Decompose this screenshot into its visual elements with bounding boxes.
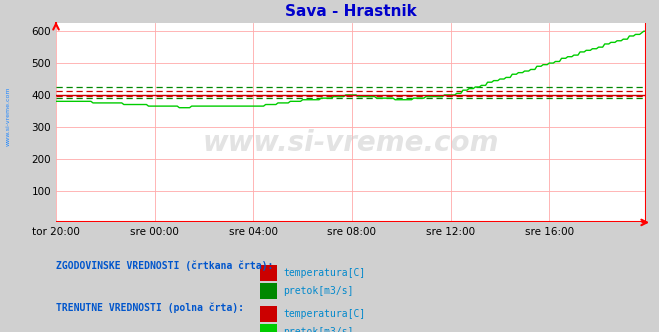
Text: pretok[m3/s]: pretok[m3/s]: [283, 286, 354, 296]
Title: Sava - Hrastnik: Sava - Hrastnik: [285, 4, 416, 19]
Text: www.si-vreme.com: www.si-vreme.com: [5, 86, 11, 146]
Text: pretok[m3/s]: pretok[m3/s]: [283, 327, 354, 332]
Text: temperatura[C]: temperatura[C]: [283, 268, 366, 278]
Text: www.si-vreme.com: www.si-vreme.com: [203, 129, 499, 157]
Text: TRENUTNE VREDNOSTI (polna črta):: TRENUTNE VREDNOSTI (polna črta):: [56, 302, 244, 313]
Text: temperatura[C]: temperatura[C]: [283, 309, 366, 319]
Text: ZGODOVINSKE VREDNOSTI (črtkana črta):: ZGODOVINSKE VREDNOSTI (črtkana črta):: [56, 261, 273, 271]
